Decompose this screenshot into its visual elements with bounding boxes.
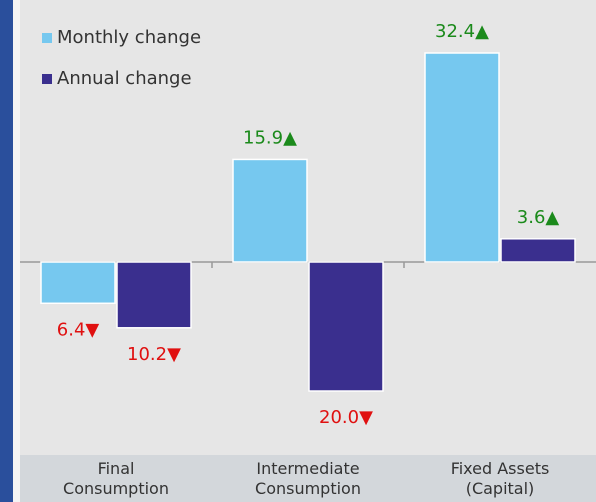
category-label: Intermediate Consumption <box>255 459 361 498</box>
category-label: Final Consumption <box>63 459 169 498</box>
category-label: Fixed Assets (Capital) <box>450 459 550 498</box>
legend-label: Monthly change <box>57 27 201 48</box>
legend-swatch <box>42 33 52 43</box>
value-label: 10.2▼ <box>127 344 181 365</box>
side-strip <box>0 0 13 502</box>
category-band: Final Consumption Intermediate Consumptio… <box>20 455 596 502</box>
bar <box>308 261 384 392</box>
value-label: 15.9▲ <box>243 127 297 148</box>
value-label: 32.4▲ <box>435 21 489 42</box>
bar <box>424 52 500 263</box>
bar <box>500 238 576 263</box>
plot-area <box>20 0 596 455</box>
value-label: 20.0▼ <box>319 407 373 428</box>
legend-swatch <box>42 74 52 84</box>
value-label: 3.6▲ <box>517 207 560 228</box>
bar <box>116 261 192 329</box>
chart: Monthly change 6.4▼ 15.9▲ 32.4▲ Annual chang… <box>20 21 596 428</box>
legend-label: Annual change <box>57 68 192 89</box>
bar <box>232 158 308 263</box>
side-gap <box>13 0 20 502</box>
value-label: 6.4▼ <box>57 319 100 340</box>
bar <box>40 261 116 305</box>
